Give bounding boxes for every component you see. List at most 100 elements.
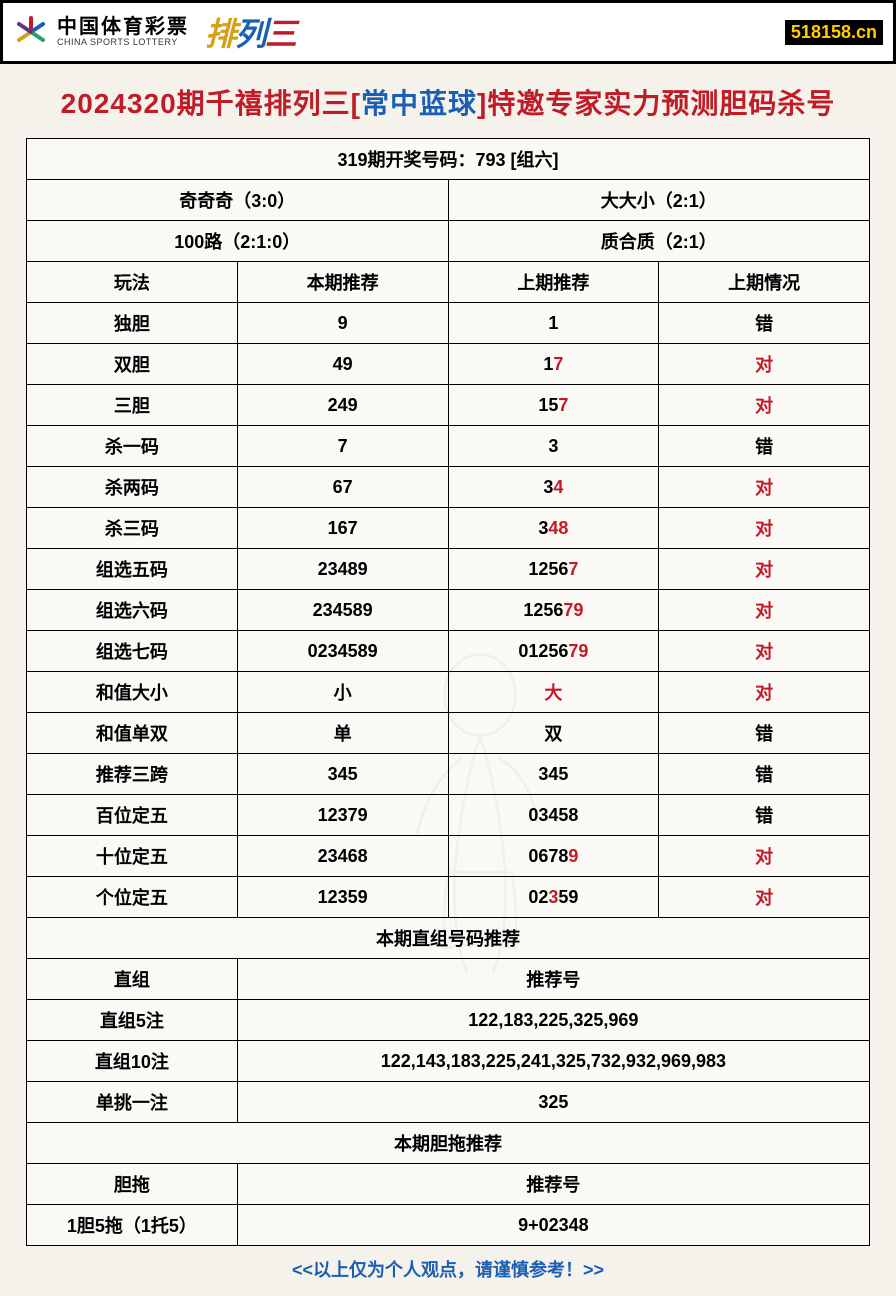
- row-value: 122,183,225,325,969: [237, 1000, 869, 1041]
- table-row: 推荐三跨345345错: [27, 754, 870, 795]
- row-status: 对: [659, 508, 870, 549]
- row-current: 12359: [237, 877, 448, 918]
- row-current: 49: [237, 344, 448, 385]
- table-row: 和值单双单双错: [27, 713, 870, 754]
- row-status: 错: [659, 795, 870, 836]
- row-status: 错: [659, 426, 870, 467]
- row-status: 对: [659, 344, 870, 385]
- row-prev: 125679: [448, 590, 659, 631]
- table-row: 百位定五1237903458错: [27, 795, 870, 836]
- table-row: 十位定五2346806789对: [27, 836, 870, 877]
- row-current: 7: [237, 426, 448, 467]
- col-header: 推荐号: [237, 959, 869, 1000]
- column-header-row: 玩法 本期推荐 上期推荐 上期情况: [27, 262, 870, 303]
- row-current: 单: [237, 713, 448, 754]
- table-row: 和值大小小大对: [27, 672, 870, 713]
- row-prev: 02359: [448, 877, 659, 918]
- table-row: 杀一码73错: [27, 426, 870, 467]
- row-current: 234589: [237, 590, 448, 631]
- col-header: 胆拖: [27, 1164, 238, 1205]
- row-status: 错: [659, 303, 870, 344]
- row-current: 249: [237, 385, 448, 426]
- pailie-logo: 排列三: [205, 9, 295, 55]
- col-header: 玩法: [27, 262, 238, 303]
- col-header: 直组: [27, 959, 238, 1000]
- row-name: 杀两码: [27, 467, 238, 508]
- summary-cell: 100路（2:1:0）: [27, 221, 449, 262]
- row-status: 对: [659, 385, 870, 426]
- row-current: 345: [237, 754, 448, 795]
- row-name: 组选五码: [27, 549, 238, 590]
- row-prev: 3: [448, 426, 659, 467]
- section-title: 本期直组号码推荐: [27, 918, 870, 959]
- row-name: 双胆: [27, 344, 238, 385]
- row-current: 23489: [237, 549, 448, 590]
- col-header: 上期推荐: [448, 262, 659, 303]
- row-status: 对: [659, 631, 870, 672]
- row-status: 对: [659, 877, 870, 918]
- row-name: 十位定五: [27, 836, 238, 877]
- table-row: 独胆91错: [27, 303, 870, 344]
- row-prev: 348: [448, 508, 659, 549]
- row-prev: 大: [448, 672, 659, 713]
- row-name: 杀一码: [27, 426, 238, 467]
- row-prev: 12567: [448, 549, 659, 590]
- table-row: 个位定五1235902359对: [27, 877, 870, 918]
- table-row: 直组5注122,183,225,325,969: [27, 1000, 870, 1041]
- logo-cn-text: 中国体育彩票: [57, 16, 189, 38]
- summary-cell: 奇奇奇（3:0）: [27, 180, 449, 221]
- table-row: 单挑一注325: [27, 1082, 870, 1123]
- result-row: 319期开奖号码：793 [组六]: [27, 139, 870, 180]
- row-name: 百位定五: [27, 795, 238, 836]
- row-current: 9: [237, 303, 448, 344]
- row-prev: 1: [448, 303, 659, 344]
- table-row: 三胆249157对: [27, 385, 870, 426]
- row-name: 直组10注: [27, 1041, 238, 1082]
- header-bar: 中国体育彩票 CHINA SPORTS LOTTERY 排列三 518158.c…: [0, 0, 896, 64]
- logo-en-text: CHINA SPORTS LOTTERY: [57, 38, 189, 48]
- row-value: 122,143,183,225,241,325,732,932,969,983: [237, 1041, 869, 1082]
- row-current: 0234589: [237, 631, 448, 672]
- row-current: 23468: [237, 836, 448, 877]
- row-prev: 157: [448, 385, 659, 426]
- row-current: 12379: [237, 795, 448, 836]
- row-status: 错: [659, 713, 870, 754]
- row-status: 对: [659, 836, 870, 877]
- row-current: 67: [237, 467, 448, 508]
- summary-cell: 大大小（2:1）: [448, 180, 870, 221]
- col-header: 推荐号: [237, 1164, 869, 1205]
- row-value: 325: [237, 1082, 869, 1123]
- row-name: 独胆: [27, 303, 238, 344]
- row-name: 和值大小: [27, 672, 238, 713]
- site-badge: 518158.cn: [785, 20, 883, 45]
- row-prev: 34: [448, 467, 659, 508]
- table-row: 1胆5拖（1托5）9+02348: [27, 1205, 870, 1246]
- col-header: 上期情况: [659, 262, 870, 303]
- row-name: 1胆5拖（1托5）: [27, 1205, 238, 1246]
- row-name: 推荐三跨: [27, 754, 238, 795]
- summary-cell: 质合质（2:1）: [448, 221, 870, 262]
- row-prev: 双: [448, 713, 659, 754]
- logo-area: 中国体育彩票 CHINA SPORTS LOTTERY 排列三: [13, 9, 295, 55]
- table-row: 双胆4917对: [27, 344, 870, 385]
- row-status: 对: [659, 672, 870, 713]
- row-status: 错: [659, 754, 870, 795]
- section-title: 本期胆拖推荐: [27, 1123, 870, 1164]
- row-prev: 06789: [448, 836, 659, 877]
- table-row: 直组10注122,143,183,225,241,325,732,932,969…: [27, 1041, 870, 1082]
- row-name: 直组5注: [27, 1000, 238, 1041]
- row-prev: 03458: [448, 795, 659, 836]
- table-row: 组选六码234589125679对: [27, 590, 870, 631]
- lottery-logo-icon: [13, 14, 49, 50]
- row-status: 对: [659, 467, 870, 508]
- row-name: 个位定五: [27, 877, 238, 918]
- row-name: 单挑一注: [27, 1082, 238, 1123]
- row-name: 组选七码: [27, 631, 238, 672]
- col-header: 本期推荐: [237, 262, 448, 303]
- table-row: 杀三码167348对: [27, 508, 870, 549]
- row-name: 组选六码: [27, 590, 238, 631]
- table-row: 组选七码02345890125679对: [27, 631, 870, 672]
- page-title: 2024320期千禧排列三[常中蓝球]特邀专家实力预测胆码杀号: [0, 64, 896, 138]
- prediction-table: 319期开奖号码：793 [组六] 奇奇奇（3:0） 大大小（2:1） 100路…: [26, 138, 870, 1246]
- footer-note: <<以上仅为个人观点，请谨慎参考！>>: [0, 1246, 896, 1296]
